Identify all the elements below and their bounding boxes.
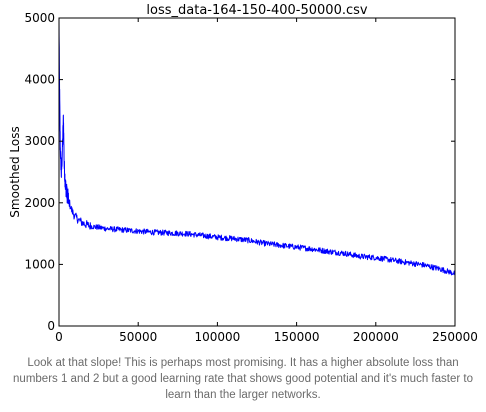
plot-frame xyxy=(58,17,456,327)
y-tick-label: 0 xyxy=(47,319,55,333)
figure-caption: Look at that slope! This is perhaps most… xyxy=(13,357,473,401)
loss-chart: loss_data-164-150-400-50000.csv Smoothed… xyxy=(8,3,478,344)
x-tick-label: 100000 xyxy=(194,330,240,344)
x-axis-ticks: 0 50000 100000 150000 200000 250000 xyxy=(55,18,478,344)
y-axis-label: Smoothed Loss xyxy=(8,126,22,217)
loss-series-line xyxy=(58,18,456,276)
y-tick-label: 3000 xyxy=(24,134,55,148)
x-tick-label: 250000 xyxy=(432,330,478,344)
x-tick-label: 0 xyxy=(55,330,63,344)
y-tick-label: 5000 xyxy=(24,11,55,25)
x-tick-label: 200000 xyxy=(353,330,399,344)
y-tick-label: 1000 xyxy=(24,257,55,271)
plot-area xyxy=(58,18,456,276)
x-tick-label: 150000 xyxy=(274,330,320,344)
y-tick-label: 2000 xyxy=(24,196,55,210)
y-axis-ticks: 0 1000 2000 3000 4000 5000 xyxy=(24,11,455,333)
chart-title: loss_data-164-150-400-50000.csv xyxy=(146,3,368,18)
x-tick-label: 50000 xyxy=(119,330,157,344)
y-tick-label: 4000 xyxy=(24,73,55,87)
